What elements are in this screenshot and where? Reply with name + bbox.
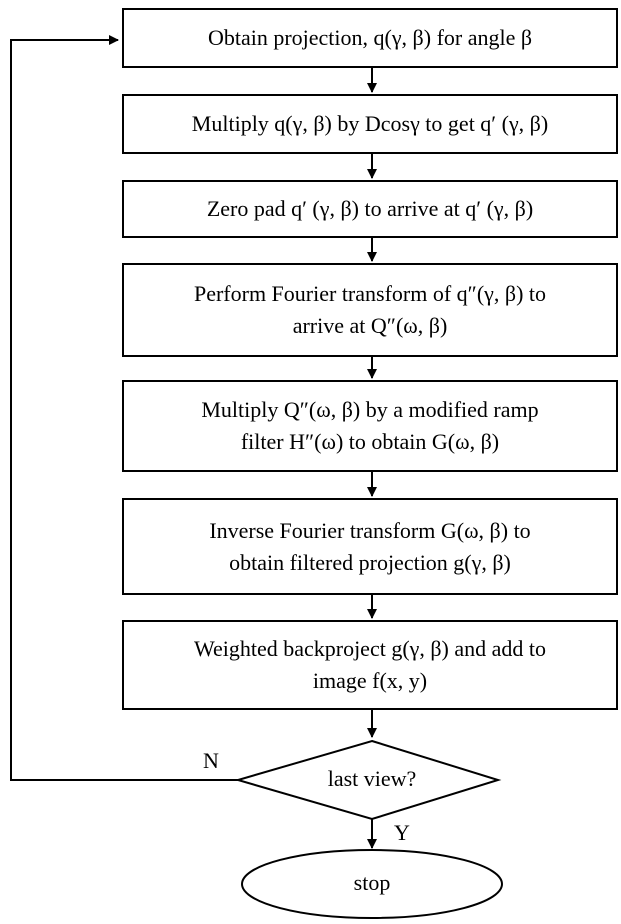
no-branch-label: N bbox=[203, 748, 219, 773]
step-label: Weighted backproject g(γ, β) and add to … bbox=[193, 636, 547, 693]
step-zero-pad: Zero pad q′ (γ, β) to arrive at q′ (γ, β… bbox=[122, 180, 618, 238]
step-label: Zero pad q′ (γ, β) to arrive at q′ (γ, β… bbox=[206, 196, 534, 221]
step-label: Obtain projection, q(γ, β) for angle β bbox=[207, 25, 533, 50]
arrow-decision-loop-back bbox=[10, 35, 238, 781]
step-inverse-fourier: Inverse Fourier transform G(ω, β) to obt… bbox=[122, 498, 618, 595]
step-ramp-filter: Multiply Q″(ω, β) by a modified ramp fil… bbox=[122, 380, 618, 472]
step-obtain-projection: Obtain projection, q(γ, β) for angle β bbox=[122, 8, 618, 68]
step-fourier-transform: Perform Fourier transform of q″(γ, β) to… bbox=[122, 263, 618, 357]
step-backproject: Weighted backproject g(γ, β) and add to … bbox=[122, 620, 618, 710]
step-label: Perform Fourier transform of q″(γ, β) to… bbox=[193, 281, 547, 338]
yes-branch-label: Y bbox=[394, 820, 410, 845]
decision-label: last view? bbox=[327, 766, 417, 791]
step-label: Inverse Fourier transform G(ω, β) to obt… bbox=[209, 517, 531, 575]
step-label: Multiply Q″(ω, β) by a modified ramp fil… bbox=[201, 397, 539, 454]
step-label: Multiply q(γ, β) by Dcosγ to get q′ (γ, … bbox=[191, 111, 549, 136]
stop-ellipse bbox=[241, 849, 503, 919]
stop-label: stop bbox=[353, 870, 391, 895]
step-multiply-dcos: Multiply q(γ, β) by Dcosγ to get q′ (γ, … bbox=[122, 94, 618, 154]
